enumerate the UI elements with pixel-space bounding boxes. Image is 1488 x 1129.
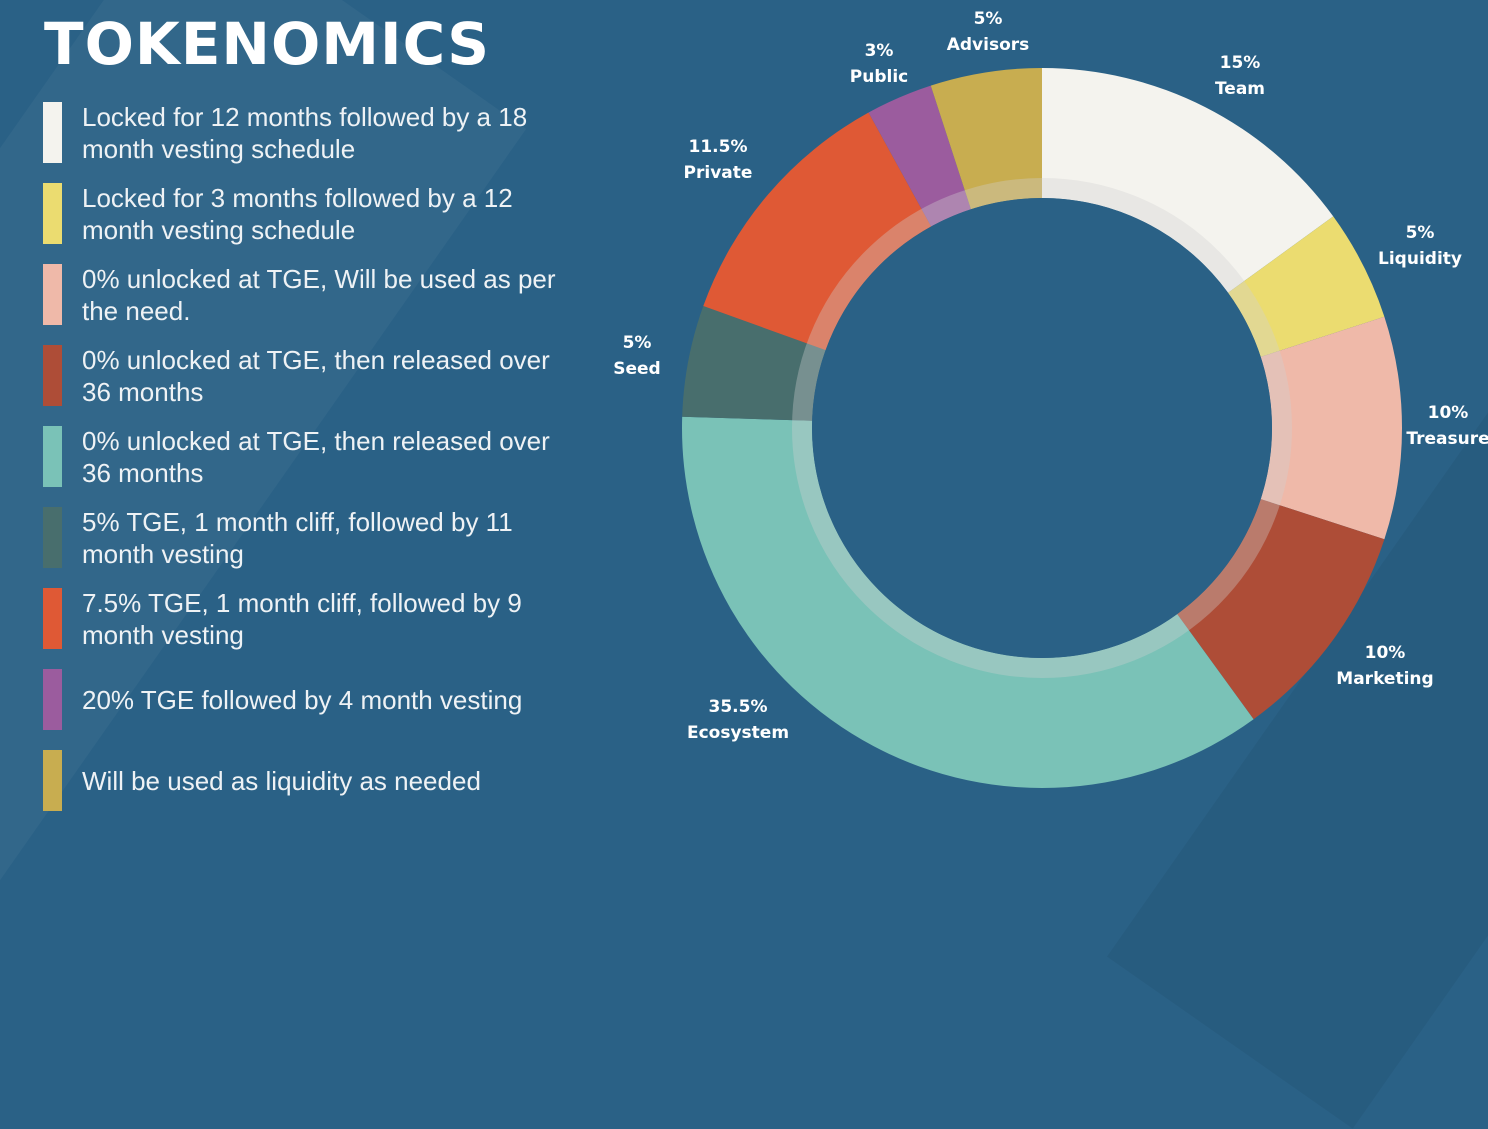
legend-swatch [43, 669, 62, 730]
legend-text: Will be used as liquidity as needed [82, 765, 481, 796]
slice-team [1042, 68, 1334, 293]
slice-seed [682, 306, 826, 421]
donut-chart: 15% Team 5% Liquidity 10% Treasure 10% Marketin… [613, 9, 1488, 788]
slice-name-label: Public [850, 67, 908, 87]
page-title: TOKENOMICS [44, 10, 490, 78]
slice-value-label: 5% [1406, 223, 1435, 243]
slice-value-label: 5% [623, 333, 652, 353]
slice-name-label: Private [684, 163, 753, 183]
legend-swatch [43, 426, 62, 487]
inner-ring-band [792, 178, 1292, 678]
slice-value-label: 35.5% [709, 697, 768, 717]
slice-value-label: 5% [974, 9, 1003, 29]
legend: Locked for 12 months followed by a 18 mo… [43, 92, 583, 821]
slice-private [703, 112, 932, 351]
legend-swatch [43, 750, 62, 811]
legend-text: Locked for 3 months followed by a 12 mon… [82, 182, 513, 245]
legend-text: 0% unlocked at TGE, then released over 3… [82, 425, 550, 488]
legend-item: Locked for 12 months followed by a 18 mo… [43, 92, 583, 173]
legend-swatch [43, 264, 62, 325]
donut-hole [812, 198, 1272, 658]
legend-item: 0% unlocked at TGE, then released over 3… [43, 416, 583, 497]
slice-name-label: Marketing [1336, 669, 1433, 689]
legend-text: Locked for 12 months followed by a 18 mo… [82, 101, 528, 164]
slice-marketing [1177, 499, 1385, 720]
legend-swatch [43, 183, 62, 244]
legend-swatch [43, 102, 62, 163]
slice-name-label: Team [1215, 79, 1265, 99]
legend-text: 20% TGE followed by 4 month vesting [82, 684, 523, 715]
legend-text: 0% unlocked at TGE, then released over 3… [82, 344, 550, 407]
legend-swatch [43, 507, 62, 568]
slice-treasure [1260, 316, 1403, 540]
slice-name-label: Treasure [1406, 429, 1488, 449]
legend-item: Locked for 3 months followed by a 12 mon… [43, 173, 583, 254]
legend-item: 0% unlocked at TGE, then released over 3… [43, 335, 583, 416]
legend-swatch [43, 345, 62, 406]
legend-item: 5% TGE, 1 month cliff, followed by 11 mo… [43, 497, 583, 578]
slice-liquidity [1228, 216, 1385, 357]
slice-name-label: Advisors [947, 35, 1030, 55]
slice-value-label: 11.5% [689, 137, 748, 157]
slice-advisors [930, 68, 1042, 210]
slice-public [868, 85, 971, 227]
slice-name-label: Seed [613, 359, 660, 379]
slice-value-label: 3% [865, 41, 894, 61]
legend-text: 5% TGE, 1 month cliff, followed by 11 mo… [82, 506, 513, 569]
legend-text: 0% unlocked at TGE, Will be used as per … [82, 263, 556, 326]
legend-swatch [43, 588, 62, 649]
slice-name-label: Liquidity [1378, 249, 1462, 269]
slice-value-label: 10% [1365, 643, 1406, 663]
legend-item: Will be used as liquidity as needed [43, 740, 583, 821]
legend-text: 7.5% TGE, 1 month cliff, followed by 9 m… [82, 587, 522, 650]
legend-item: 0% unlocked at TGE, Will be used as per … [43, 254, 583, 335]
legend-item: 20% TGE followed by 4 month vesting [43, 659, 583, 740]
slice-ecosystem [681, 416, 1254, 788]
slice-value-label: 15% [1220, 53, 1261, 73]
slice-name-label: Ecosystem [687, 723, 789, 743]
slice-value-label: 10% [1428, 403, 1469, 423]
legend-item: 7.5% TGE, 1 month cliff, followed by 9 m… [43, 578, 583, 659]
